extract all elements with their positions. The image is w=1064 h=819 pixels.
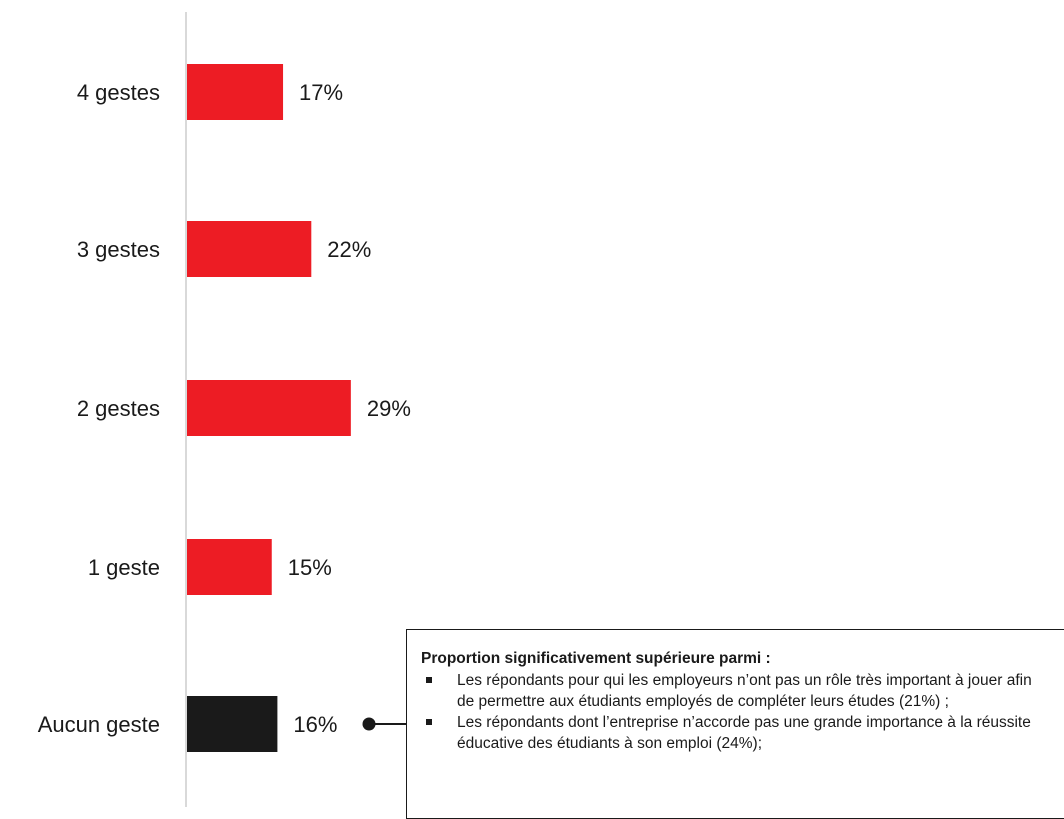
value-label: 17% [299, 80, 343, 105]
category-label: 3 gestes [77, 237, 160, 262]
callout-item: Les répondants dont l’entreprise n’accor… [421, 712, 1053, 754]
category-label: 1 geste [88, 555, 160, 580]
bar-1 [187, 64, 284, 120]
value-label: 22% [327, 237, 371, 262]
category-label: Aucun geste [38, 712, 160, 737]
bar-3 [187, 380, 351, 436]
callout-item-text: Les répondants pour qui les employeurs n… [457, 672, 1032, 710]
bar-4 [187, 539, 272, 595]
value-label: 15% [288, 555, 332, 580]
square-bullet-icon [426, 677, 432, 683]
callout-title: Proportion significativement supérieure … [421, 650, 771, 667]
value-label: 16% [293, 712, 337, 737]
callout-connector [362, 717, 407, 731]
category-label: 4 gestes [77, 80, 160, 105]
value-label: 29% [367, 396, 411, 421]
callout-list: Les répondants pour qui les employeurs n… [421, 670, 1053, 754]
bars-group: 4 gestes 17% 3 gestes 22% 2 gestes 29% 1 geste… [38, 64, 411, 752]
bar-5 [187, 696, 278, 752]
callout-box: Proportion significativement supérieure … [406, 629, 1064, 819]
category-label: 2 gestes [77, 396, 160, 421]
callout-item: Les répondants pour qui les employeurs n… [421, 670, 1053, 712]
square-bullet-icon [426, 719, 432, 725]
bar-2 [187, 221, 312, 277]
callout-item-text: Les répondants dont l’entreprise n’accor… [457, 714, 1031, 752]
